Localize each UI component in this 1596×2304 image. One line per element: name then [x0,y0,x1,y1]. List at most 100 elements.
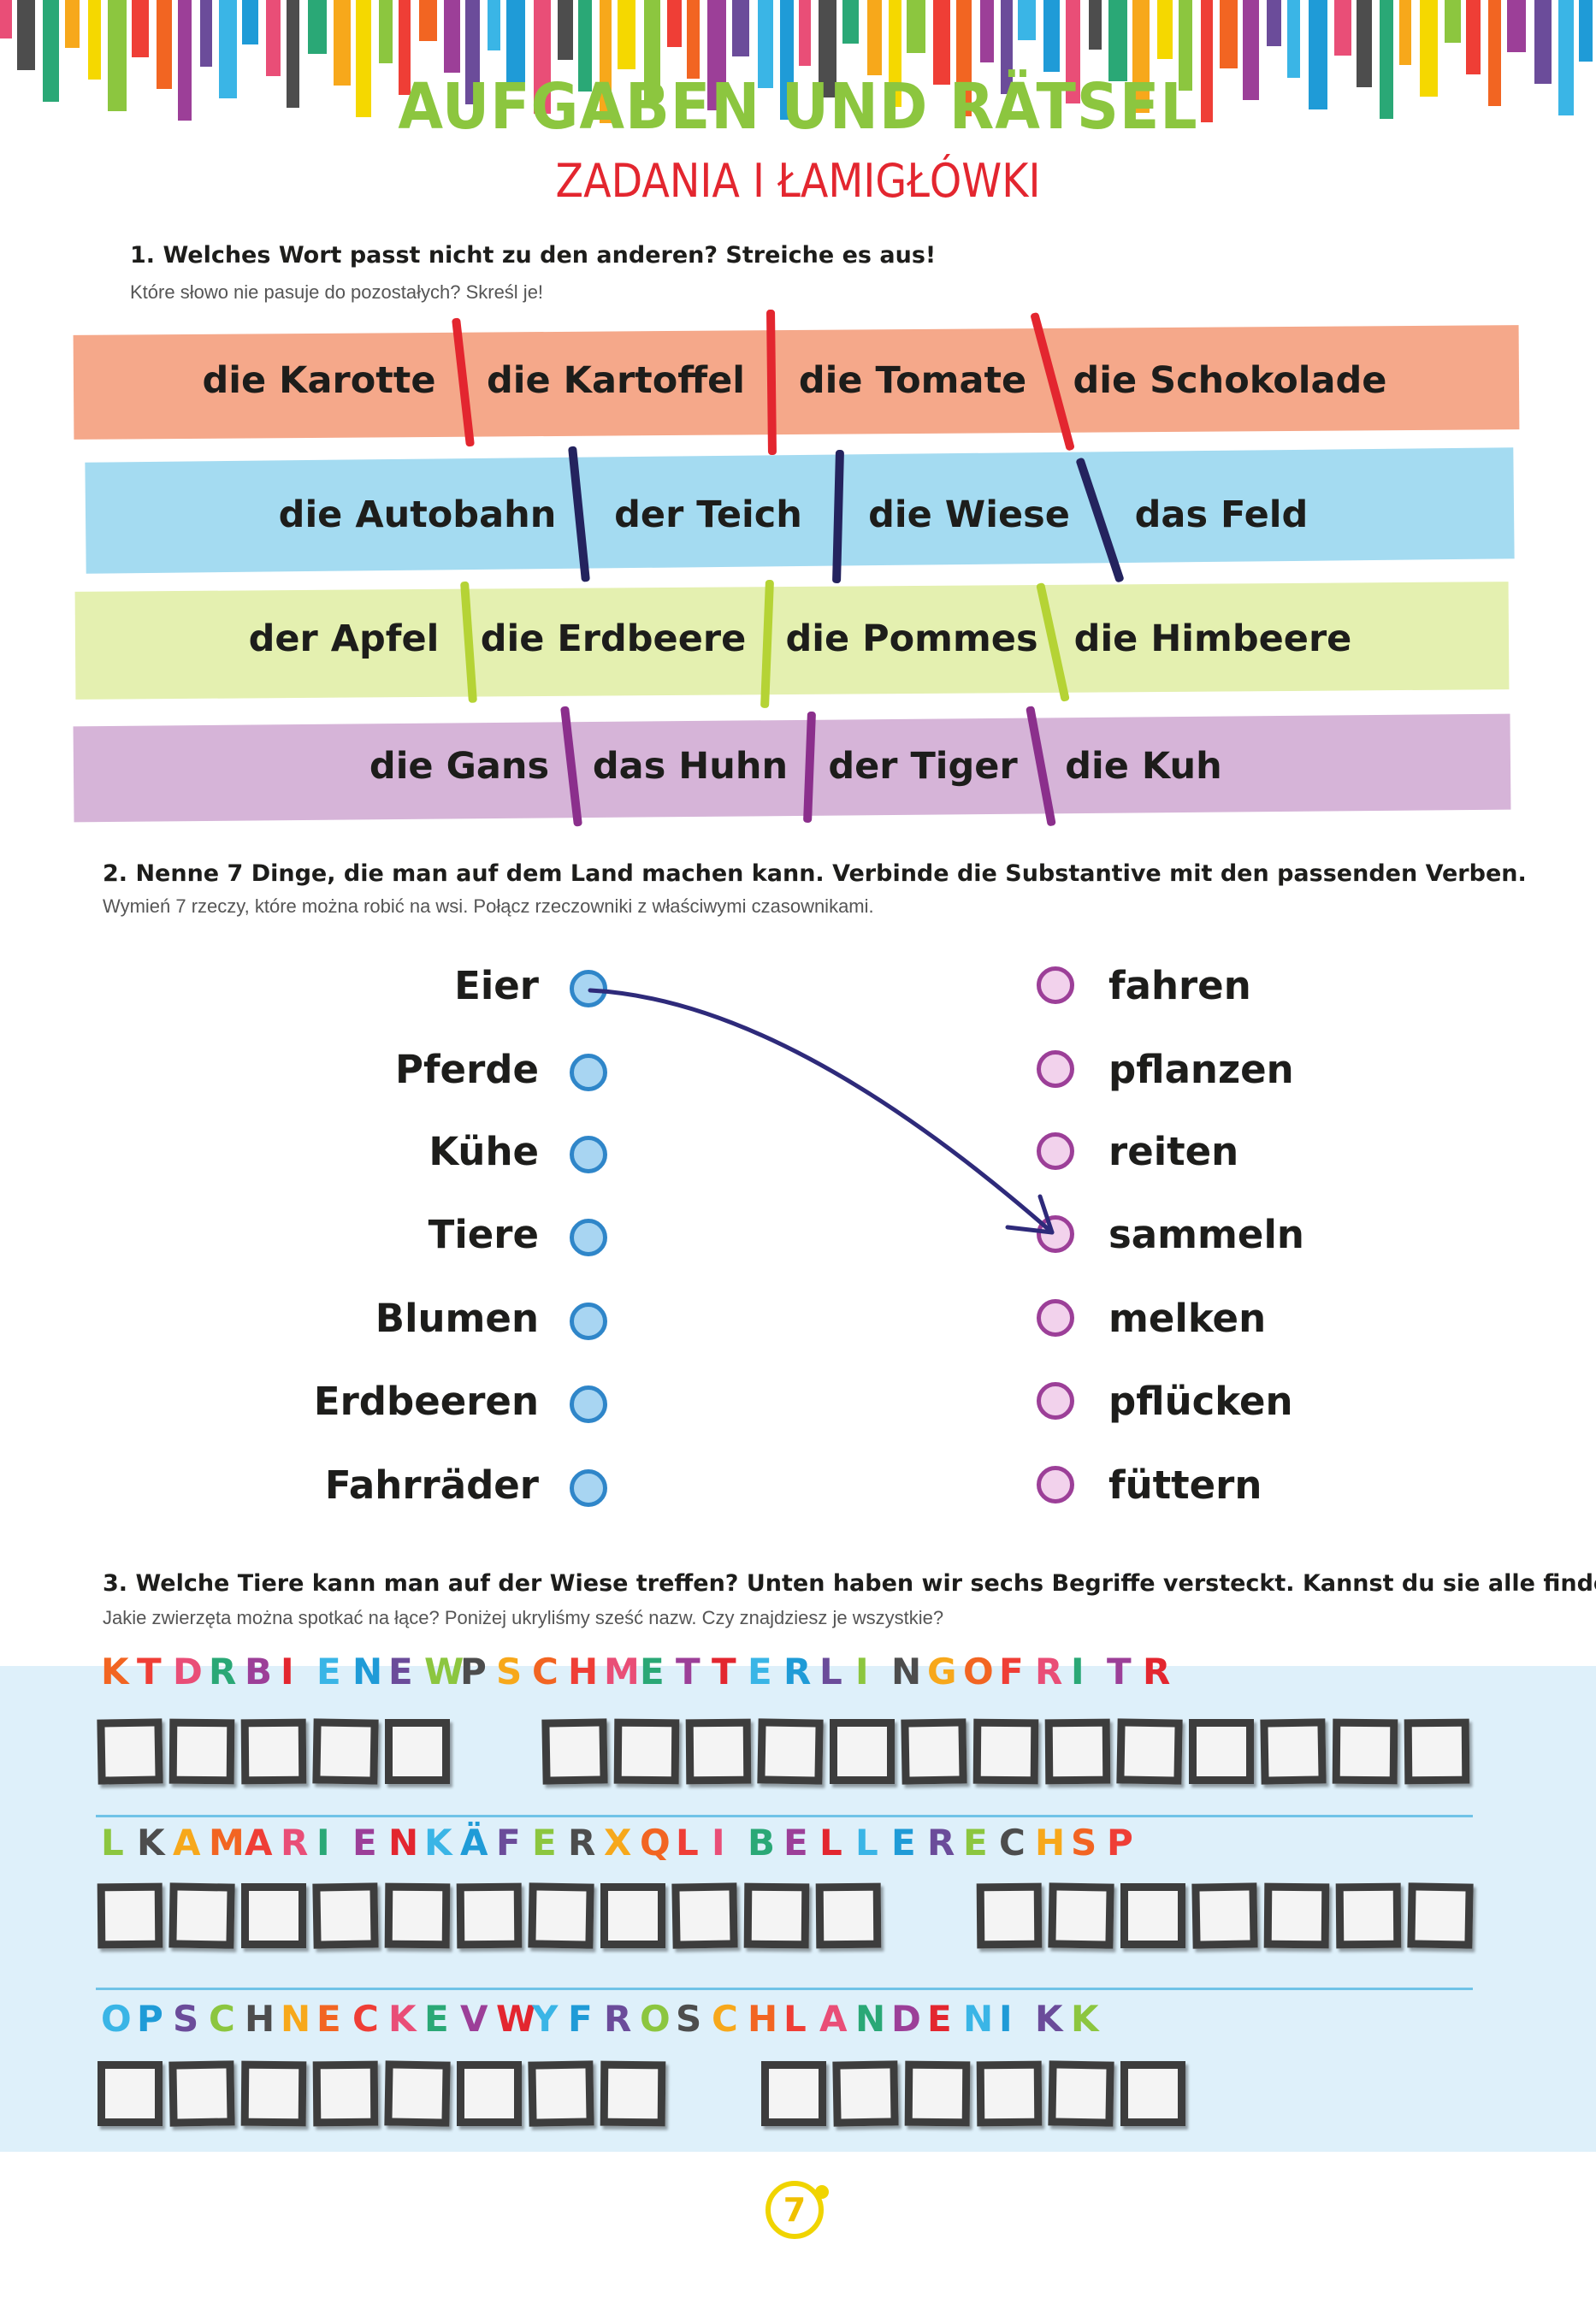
puzzle-letter[interactable]: S [676,1998,702,2040]
puzzle-letter[interactable]: D [891,1998,921,2040]
band-word[interactable]: der Tiger [828,745,1018,788]
puzzle-letter[interactable]: I [316,1822,330,1864]
verb-connector-dot[interactable] [1037,1382,1074,1420]
band-word[interactable]: der Teich [614,493,802,536]
puzzle-letter[interactable]: R [927,1822,955,1864]
puzzle-letter[interactable]: R [568,1822,596,1864]
puzzle-letter[interactable]: L [855,1822,878,1864]
puzzle-letter[interactable]: E [748,1651,772,1693]
puzzle-letter[interactable]: K [424,1822,452,1864]
answer-letter-box[interactable] [1404,1718,1470,1785]
answer-letter-box[interactable] [1407,1882,1474,1949]
answer-letter-box[interactable] [240,1718,307,1785]
answer-letter-box[interactable] [600,2060,666,2127]
puzzle-letter[interactable]: L [783,1998,807,2040]
band-word[interactable]: die Karotte [202,359,436,402]
band-word[interactable]: die Autobahn [278,493,557,536]
puzzle-letter[interactable]: C [532,1651,559,1693]
puzzle-letter[interactable]: K [388,1998,417,2040]
puzzle-letter[interactable]: N [388,1822,419,1864]
puzzle-letter[interactable]: S [173,1998,199,2040]
answer-letter-box[interactable] [312,2060,379,2127]
answer-letter-box[interactable] [1332,1718,1398,1785]
puzzle-letter[interactable]: K [101,1651,129,1693]
answer-letter-box[interactable] [832,2060,899,2127]
puzzle-letter[interactable]: I [855,1651,869,1693]
puzzle-letter[interactable]: C [999,1822,1026,1864]
puzzle-letter[interactable]: I [1071,1651,1085,1693]
answer-letter-box[interactable] [761,2061,826,2126]
puzzle-letter[interactable]: L [819,1651,842,1693]
answer-letter-box[interactable] [97,1718,163,1785]
puzzle-letter[interactable]: N [891,1651,922,1693]
puzzle-letter[interactable]: Y [532,1998,559,2040]
puzzle-letter[interactable]: F [496,1822,521,1864]
puzzle-letter[interactable]: K [1071,1998,1099,2040]
puzzle-letter[interactable]: M [604,1651,640,1693]
answer-letter-box[interactable] [972,1718,1039,1785]
puzzle-letter[interactable]: M [209,1822,245,1864]
answer-letter-box[interactable] [457,2061,522,2126]
answer-letter-box[interactable] [1335,1882,1402,1949]
answer-letter-box[interactable] [456,1882,523,1949]
puzzle-letter[interactable]: L [101,1822,124,1864]
answer-letter-box[interactable] [98,2061,163,2126]
puzzle-letter[interactable]: H [568,1651,599,1693]
puzzle-letter[interactable]: R [209,1651,237,1693]
band-word[interactable]: die Kuh [1065,745,1222,788]
puzzle-letter[interactable]: N [963,1998,994,2040]
answer-letter-box[interactable] [671,1882,738,1949]
answer-letter-box[interactable] [168,1718,235,1785]
puzzle-letter[interactable]: H [245,1998,275,2040]
band-word[interactable]: die Pommes [785,617,1038,660]
puzzle-letter[interactable]: B [748,1822,776,1864]
verb-connector-dot[interactable] [1037,1215,1074,1253]
puzzle-letter[interactable]: O [963,1651,994,1693]
puzzle-letter[interactable]: E [963,1822,988,1864]
puzzle-letter[interactable]: C [712,1998,738,2040]
puzzle-letter[interactable]: W [424,1651,464,1693]
answer-letter-box[interactable] [1191,1882,1258,1949]
puzzle-letter[interactable]: I [712,1822,725,1864]
puzzle-letter[interactable]: W [496,1998,536,2040]
answer-letter-box[interactable] [613,1718,680,1785]
puzzle-letter[interactable]: F [999,1651,1024,1693]
noun-connector-dot[interactable] [570,1136,607,1173]
band-word[interactable]: die Tomate [798,359,1027,402]
puzzle-letter[interactable]: H [748,1998,778,2040]
puzzle-letter[interactable]: E [532,1822,557,1864]
puzzle-letter[interactable]: E [927,1998,952,2040]
puzzle-letter[interactable]: E [352,1822,377,1864]
puzzle-letter[interactable]: T [676,1651,700,1693]
answer-letter-box[interactable] [1048,1882,1114,1949]
puzzle-letter[interactable]: E [783,1822,808,1864]
answer-letter-box[interactable] [241,1883,306,1948]
puzzle-letter[interactable]: O [101,1998,132,2040]
verb-connector-dot[interactable] [1037,1132,1074,1170]
puzzle-letter[interactable]: L [819,1822,842,1864]
puzzle-letter[interactable]: N [281,1998,311,2040]
noun-connector-dot[interactable] [570,1054,607,1091]
answer-letter-box[interactable] [757,1718,824,1785]
puzzle-letter[interactable]: B [245,1651,273,1693]
verb-connector-dot[interactable] [1037,966,1074,1004]
puzzle-letter[interactable]: X [604,1822,632,1864]
puzzle-letter[interactable]: E [316,1998,341,2040]
answer-letter-box[interactable] [1120,1883,1185,1948]
puzzle-letter[interactable]: L [676,1822,699,1864]
puzzle-letter[interactable]: R [1035,1651,1063,1693]
answer-letter-box[interactable] [1120,2061,1185,2126]
noun-connector-dot[interactable] [570,1219,607,1256]
puzzle-letter[interactable]: Ä [460,1822,488,1864]
answer-letter-box[interactable] [976,2060,1043,2127]
band-word[interactable]: der Apfel [248,617,440,660]
puzzle-letter[interactable]: A [245,1822,273,1864]
puzzle-letter[interactable]: N [352,1651,383,1693]
noun-connector-dot[interactable] [570,1385,607,1423]
band-word[interactable]: das Huhn [592,745,789,788]
answer-letter-box[interactable] [1263,1882,1330,1949]
band-word[interactable]: die Wiese [868,493,1070,536]
verb-connector-dot[interactable] [1037,1050,1074,1088]
puzzle-letter[interactable]: R [281,1822,309,1864]
puzzle-letter[interactable]: K [137,1822,165,1864]
